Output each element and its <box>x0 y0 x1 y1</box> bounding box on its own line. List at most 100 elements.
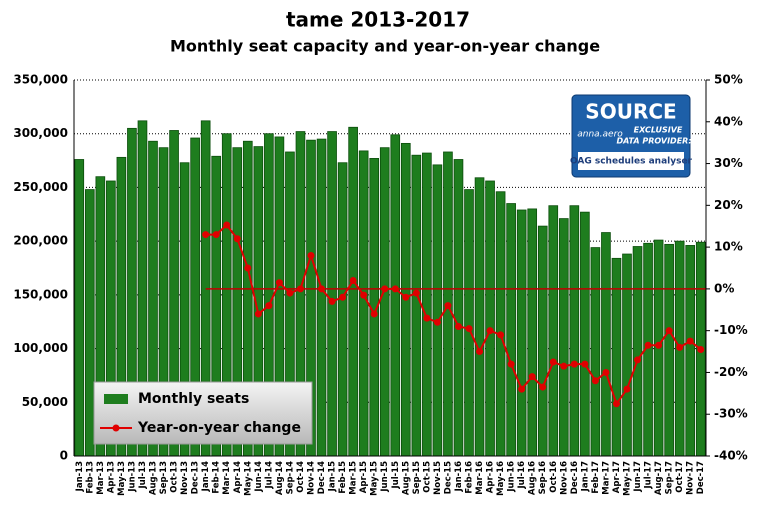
bar <box>506 203 516 457</box>
bar <box>74 159 85 457</box>
x-tick-label: Jan-14 <box>201 461 211 492</box>
legend-marker <box>112 424 120 432</box>
x-tick-label: Feb-16 <box>465 461 475 494</box>
line-marker <box>655 341 663 349</box>
x-tick-label: Apr-17 <box>612 461 622 493</box>
line-marker <box>676 343 684 351</box>
bar <box>632 246 643 457</box>
x-tick-label: Mar-16 <box>475 461 485 495</box>
bar <box>601 232 611 457</box>
x-tick-label: Oct-16 <box>549 461 559 493</box>
y-tick-label: 100,000 <box>13 341 68 355</box>
logo: SOURCE anna.aero EXCLUSIVE DATA PROVIDER… <box>570 94 693 178</box>
x-tick-label: Nov-14 <box>307 461 317 495</box>
y2-tick-label: 0% <box>714 281 734 295</box>
line-marker <box>581 360 589 368</box>
x-tick-label: Feb-17 <box>591 461 601 494</box>
line-marker <box>433 318 441 326</box>
bar <box>379 147 390 457</box>
y-tick-label: 50,000 <box>22 395 68 409</box>
x-tick-label: Aug-13 <box>149 461 159 495</box>
line-marker <box>349 277 357 285</box>
line-marker <box>244 264 252 272</box>
x-tick-label: Apr-13 <box>106 461 116 493</box>
line-marker <box>423 314 431 322</box>
line-marker <box>602 368 610 376</box>
bar <box>569 205 580 457</box>
bar <box>327 131 337 457</box>
line-marker <box>476 348 484 356</box>
y-tick-label: 0 <box>60 449 68 463</box>
bar <box>411 154 422 457</box>
x-tick-label: Aug-17 <box>654 461 664 495</box>
bar <box>432 164 443 457</box>
line-marker <box>518 385 526 393</box>
logo-footer: OAG schedules analyser <box>570 157 693 167</box>
y2-tick-label: 30% <box>714 156 743 170</box>
x-tick-label: Feb-15 <box>338 461 348 494</box>
x-tick-label: May-17 <box>623 461 633 496</box>
line-marker <box>528 373 536 381</box>
line-marker <box>623 385 631 393</box>
line-marker <box>265 302 273 310</box>
bar <box>685 245 696 457</box>
x-tick-label: Jul-15 <box>391 461 401 490</box>
x-tick-label: Sep-17 <box>665 461 675 494</box>
legend-label: Monthly seats <box>138 391 249 407</box>
x-tick-label: May-16 <box>496 461 506 496</box>
x-tick-label: Oct-15 <box>422 461 432 493</box>
line-marker <box>328 297 336 305</box>
line-marker <box>507 360 515 368</box>
x-tick-label: Jun-13 <box>127 461 137 493</box>
bar <box>527 208 538 457</box>
x-tick-label: Jun-17 <box>633 461 643 493</box>
line-marker <box>412 289 420 297</box>
x-tick-label: Sep-13 <box>159 461 169 494</box>
x-tick-label: Dec-13 <box>191 461 201 494</box>
line-marker <box>402 293 410 301</box>
bar <box>474 177 485 457</box>
x-tick-label: Mar-13 <box>96 461 106 495</box>
bar <box>516 209 527 457</box>
x-tick-label: May-13 <box>117 461 127 496</box>
x-tick-label: Jul-17 <box>644 461 654 490</box>
bar <box>590 247 601 457</box>
line-marker <box>454 322 462 330</box>
x-tick-label: Aug-16 <box>528 461 538 495</box>
bar <box>390 134 401 457</box>
chart-title: tame 2013-2017 <box>286 8 470 32</box>
line-marker <box>497 331 505 339</box>
y-tick-label: 350,000 <box>13 73 68 87</box>
x-tick-label: Mar-14 <box>222 461 232 495</box>
y2-tick-label: 50% <box>714 73 743 87</box>
x-tick-label: Jan-15 <box>328 461 338 492</box>
y2-tick-label: 20% <box>714 198 743 212</box>
x-tick-label: Aug-15 <box>401 461 411 495</box>
line-marker <box>686 337 694 345</box>
x-tick-label: Sep-15 <box>412 461 422 494</box>
line-marker <box>370 310 378 318</box>
x-tick-label: Jan-16 <box>454 461 464 492</box>
line-marker <box>254 310 262 318</box>
legend-label: Year-on-year change <box>137 420 301 436</box>
bar <box>622 253 632 457</box>
y2-tick-label: -20% <box>714 365 748 379</box>
x-tick-label: Jan-13 <box>75 461 85 492</box>
line-marker <box>202 231 210 239</box>
bar <box>358 150 369 457</box>
bar <box>84 189 95 457</box>
y-tick-label: 200,000 <box>13 234 68 248</box>
line-marker <box>560 362 568 370</box>
x-tick-label: Feb-14 <box>212 461 222 494</box>
x-tick-label: Jul-14 <box>264 461 274 490</box>
legend-swatch <box>104 394 128 404</box>
x-tick-label: Jun-14 <box>254 461 264 493</box>
x-tick-label: Dec-15 <box>443 461 453 494</box>
x-tick-label: Jun-16 <box>507 461 517 493</box>
line-marker <box>360 291 368 299</box>
line-marker <box>486 327 494 335</box>
bar <box>664 243 674 457</box>
line-marker <box>223 221 231 229</box>
x-tick-label: Jul-13 <box>138 461 148 490</box>
